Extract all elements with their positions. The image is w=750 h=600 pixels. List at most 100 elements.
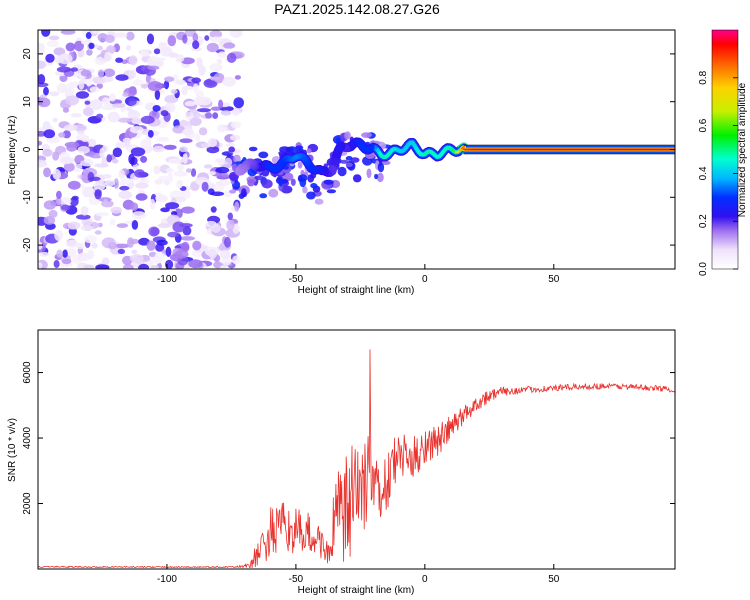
noise-blob [207, 137, 218, 148]
noise-blob [86, 49, 93, 56]
noise-blob [192, 40, 200, 50]
noise-blob [156, 239, 168, 246]
noise-blob [158, 42, 168, 47]
noise-blob [224, 236, 231, 248]
signal-blob [228, 146, 235, 153]
noise-blob [206, 42, 219, 53]
noise-blob [95, 264, 110, 269]
y-tick-label: -10 [22, 190, 33, 205]
noise-blob [167, 231, 180, 238]
noise-blob [138, 263, 150, 269]
noise-blob [57, 197, 72, 206]
x-tick-label: -50 [289, 574, 304, 585]
noise-blob [203, 164, 213, 169]
noise-blob [146, 240, 156, 251]
signal-blob [337, 166, 347, 177]
signal-blob [280, 185, 293, 194]
noise-blob [62, 107, 70, 113]
noise-blob [234, 201, 240, 212]
spectrogram-y-label: Frequency (Hz) [7, 116, 18, 185]
noise-blob [59, 157, 75, 165]
signal-blob [279, 146, 290, 153]
signal-ridge [228, 131, 675, 205]
noise-blob [131, 220, 139, 230]
noise-blob [212, 112, 219, 119]
colorbar-tick-label: 0.0 [698, 262, 709, 276]
noise-blob [153, 165, 161, 175]
noise-blob [78, 79, 85, 90]
noise-blob [126, 106, 133, 112]
noise-blob [104, 51, 112, 62]
noise-blob [71, 195, 79, 201]
signal-blob [340, 159, 349, 164]
noise-blob [111, 103, 126, 108]
noise-blob [38, 60, 46, 70]
snr-x-label: Height of straight line (km) [298, 585, 415, 596]
noise-blob [134, 169, 146, 178]
noise-blob [80, 206, 89, 216]
noise-blob [154, 89, 161, 101]
noise-blob [165, 246, 172, 257]
noise-blob [140, 155, 148, 163]
noise-blob [189, 117, 202, 126]
noise-blob [81, 217, 93, 227]
noise-blob [96, 113, 104, 120]
noise-blob [148, 226, 160, 237]
noise-blob [70, 113, 82, 118]
noise-blob [165, 167, 174, 173]
noise-blob [42, 148, 53, 157]
signal-blob [307, 174, 315, 183]
signal-blob [306, 148, 312, 154]
y-tick-label: 4000 [22, 426, 33, 449]
signal-blob [326, 189, 337, 194]
noise-blob [85, 32, 92, 39]
noise-blob [60, 30, 76, 35]
noise-blob [175, 54, 185, 63]
signal-blob [229, 189, 237, 194]
noise-blob [173, 170, 188, 177]
noise-blob [116, 223, 129, 229]
noise-blob [65, 95, 79, 106]
noise-blob [118, 190, 133, 199]
ridge-segment [331, 163, 336, 172]
signal-blob [302, 186, 308, 194]
noise-blob [80, 160, 94, 167]
noise-blob [219, 265, 227, 269]
noise-blob [46, 40, 59, 48]
noise-blob [167, 172, 173, 184]
noise-blob [130, 147, 146, 157]
noise-blob [230, 121, 242, 129]
noise-blob [152, 105, 161, 112]
noise-blob [216, 58, 223, 65]
signal-blob [298, 174, 308, 182]
noise-blob [192, 83, 199, 93]
noise-blob [188, 259, 203, 269]
noise-blob [154, 59, 165, 68]
noise-blob [146, 33, 155, 45]
noise-blob [182, 153, 188, 164]
noise-blob [45, 222, 56, 230]
noise-blob [203, 78, 218, 89]
noise-blob [129, 109, 137, 116]
noise-blob [140, 115, 155, 124]
noise-blobs [38, 30, 245, 269]
noise-blob [101, 257, 110, 266]
noise-blob [127, 98, 137, 106]
noise-blob [128, 55, 138, 66]
noise-blob [43, 129, 56, 139]
noise-blob [182, 34, 188, 44]
noise-blob [62, 249, 68, 258]
noise-blob [113, 178, 119, 189]
noise-blob [232, 255, 241, 265]
noise-blob [198, 64, 206, 76]
noise-blob [58, 132, 66, 138]
noise-blob [163, 144, 177, 150]
noise-blob [89, 86, 100, 93]
noise-blob [38, 262, 43, 269]
noise-blob [77, 146, 90, 154]
noise-blob [97, 69, 104, 78]
noise-blob [182, 128, 194, 136]
noise-blob [152, 145, 165, 153]
